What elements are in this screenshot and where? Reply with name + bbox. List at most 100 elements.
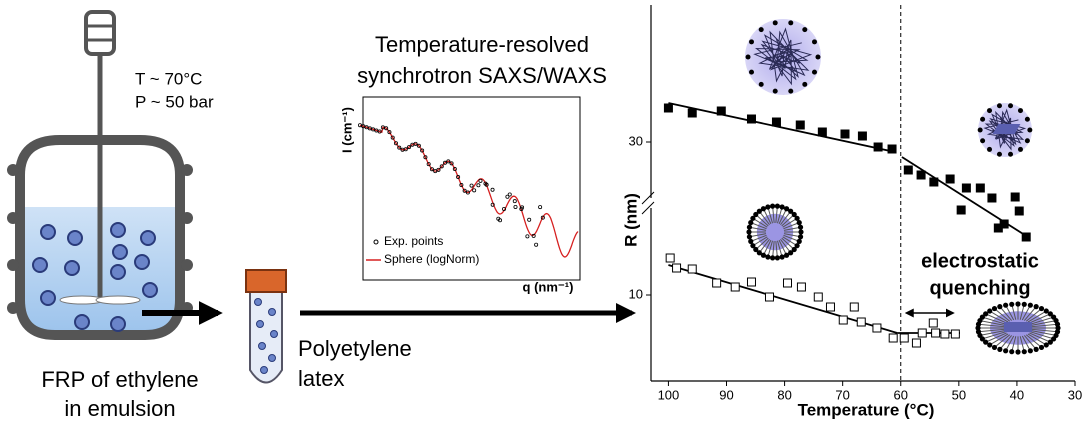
data-point — [961, 183, 971, 193]
inset-y-label: I (cm⁻¹) — [339, 107, 354, 153]
data-point — [1010, 192, 1020, 202]
data-point — [817, 127, 827, 137]
particle-charge — [980, 138, 986, 144]
exp-point — [512, 199, 517, 204]
data-point — [746, 277, 756, 287]
surfactant-head — [746, 224, 753, 230]
surfactant-head — [774, 255, 780, 261]
data-point — [888, 333, 898, 343]
surfactant — [979, 320, 1005, 326]
surfactant — [749, 233, 767, 238]
surfactant-head — [748, 220, 754, 226]
exp-point — [429, 167, 434, 172]
exp-point — [462, 188, 467, 193]
latex-tube: Polyetylene latex — [245, 269, 412, 391]
data-point — [687, 108, 697, 118]
surfactant-head — [997, 346, 1003, 352]
surfactant — [1031, 328, 1058, 333]
surfactant-head — [987, 342, 993, 348]
exp-point — [469, 183, 474, 188]
surfactant — [755, 237, 769, 250]
exp-point — [397, 145, 402, 150]
data-point — [903, 165, 913, 175]
annotation: quenching — [929, 277, 1030, 299]
surfactant — [1027, 333, 1047, 346]
measurement-title: synchrotron SAXS/WAXS — [357, 63, 607, 88]
surfactant-head — [791, 211, 797, 218]
surfactant-head — [779, 204, 785, 210]
axis-break-gap — [645, 198, 657, 208]
particle-charge — [1017, 146, 1023, 152]
fit-line — [901, 156, 1029, 238]
surfactant-head — [1003, 302, 1009, 308]
reactor-condition: P ~ 50 bar — [135, 92, 214, 111]
product-caption: Polyetylene — [298, 336, 412, 361]
data-point — [987, 193, 997, 203]
exp-point — [423, 155, 428, 160]
surfactant — [762, 239, 772, 256]
axis-break — [641, 201, 655, 215]
surfactant-head — [791, 246, 797, 253]
axis-break — [641, 191, 655, 205]
surfactant — [1030, 316, 1054, 325]
surfactant-head — [760, 252, 767, 258]
reactor-caption: FRP of ethylene — [41, 367, 198, 392]
surfactant — [994, 334, 1011, 348]
surfactant — [1029, 332, 1051, 343]
data-point — [940, 329, 950, 339]
exp-point — [420, 148, 425, 153]
data-point — [663, 103, 673, 113]
surfactant — [978, 328, 1005, 333]
surfactant — [1005, 304, 1015, 321]
exp-point — [393, 141, 398, 146]
data-point — [730, 282, 740, 292]
exp-point — [452, 167, 457, 172]
product-caption: latex — [298, 366, 344, 391]
exp-point — [507, 192, 512, 197]
surfactant-head — [1038, 305, 1045, 312]
surfactant-head — [753, 246, 759, 253]
surfactant — [1031, 323, 1058, 328]
inset-legend: Exp. points — [384, 234, 443, 248]
particle-charge — [811, 39, 817, 45]
x-axis-label: Temperature (°C) — [798, 400, 935, 419]
surfactant — [1031, 320, 1057, 326]
surfactant — [782, 217, 798, 228]
exp-point — [527, 217, 532, 222]
surfactant — [1021, 335, 1031, 352]
data-point — [916, 170, 926, 180]
surfactant-head — [1047, 339, 1053, 345]
reactor-caption: in emulsion — [64, 396, 175, 421]
data-point — [746, 114, 756, 124]
exp-point — [472, 188, 477, 193]
surfactant-head — [797, 234, 804, 240]
surfactant — [1011, 336, 1017, 352]
surfactant — [994, 308, 1011, 322]
surfactant — [782, 236, 798, 247]
exp-point — [538, 205, 543, 210]
surfactant — [979, 330, 1005, 336]
data-point — [687, 264, 697, 274]
surfactant-head — [1027, 348, 1033, 354]
surfactant — [772, 241, 775, 258]
exp-point — [525, 234, 530, 239]
fit-curve — [359, 124, 579, 258]
surfactant — [749, 226, 767, 231]
y-axis-label: R (nm) — [621, 193, 640, 247]
exp-point — [459, 183, 464, 188]
surfactant — [778, 239, 788, 256]
exp-point — [384, 126, 389, 131]
surfactant-head — [794, 215, 800, 221]
data-point — [795, 120, 805, 130]
surfactant — [999, 306, 1013, 321]
x-tick-label: 80 — [777, 387, 791, 402]
surfactant-head — [746, 229, 752, 235]
micelle-core — [756, 213, 794, 251]
exp-point — [498, 218, 503, 223]
particle-charge — [749, 39, 755, 45]
surfactant-head — [1047, 311, 1053, 317]
data-point — [813, 292, 823, 302]
data-point — [672, 263, 682, 273]
surfactant-head — [1021, 349, 1027, 355]
surfactant — [985, 313, 1007, 324]
